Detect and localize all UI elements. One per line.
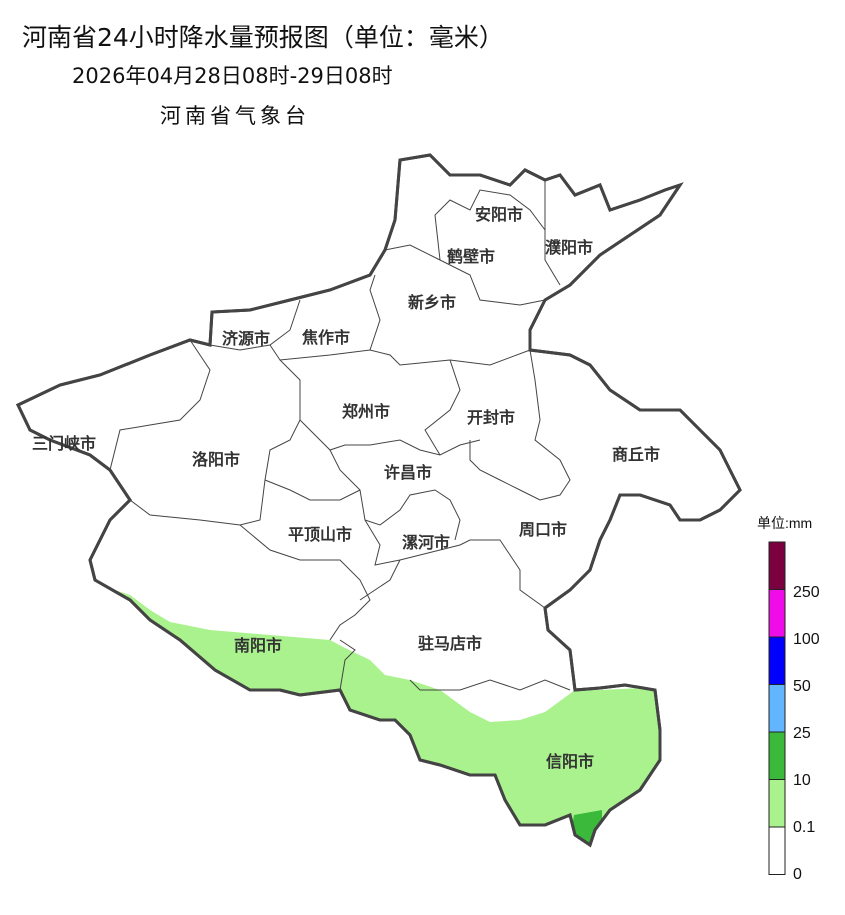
city-hebi: 鹤壁市 [447, 247, 495, 266]
city-luoyang: 洛阳市 [192, 450, 240, 469]
city-boundaries [109, 180, 571, 691]
forecast-period: 2026年04月28日08时-29日08时 [72, 64, 393, 88]
city-puyang: 濮阳市 [545, 238, 593, 257]
legend-label-0: 0 [793, 866, 802, 883]
legend-label-100: 100 [793, 631, 820, 648]
city-zhoukou: 周口市 [519, 520, 567, 539]
map-title: 河南省24小时降水量预报图（单位：毫米） [22, 23, 504, 52]
legend-unit: 单位:mm [757, 515, 812, 531]
city-luohe: 漯河市 [402, 533, 450, 552]
legend-swatch-10 [768, 731, 786, 780]
legend-label-10: 10 [793, 772, 811, 789]
city-xuchang: 许昌市 [384, 463, 432, 482]
city-xinxiang: 新乡市 [408, 293, 456, 312]
legend-swatch-250 [768, 541, 786, 590]
rain-area-0.1-10 [80, 578, 700, 845]
legend-swatch-0.1 [768, 779, 786, 828]
legend-swatch-25 [768, 684, 786, 733]
legend-swatch-0 [768, 826, 786, 875]
city-anyang: 安阳市 [475, 205, 523, 224]
city-pingdingshan: 平顶山市 [288, 525, 352, 544]
legend-label-50: 50 [793, 678, 811, 695]
legend-label-25: 25 [793, 725, 811, 742]
city-shangqiu: 商丘市 [612, 445, 660, 464]
city-jiaozuo: 焦作市 [301, 328, 350, 347]
legend-label-250: 250 [793, 584, 820, 601]
legend-swatch-50 [768, 636, 786, 685]
legend: 单位:mm 250 100 50 25 10 0.1 0 [757, 515, 820, 883]
legend-swatch-100 [768, 589, 786, 638]
legend-label-0.1: 0.1 [793, 819, 815, 836]
city-zhengzhou: 郑州市 [342, 402, 390, 421]
city-xinyang: 信阳市 [546, 752, 594, 771]
city-sanmenxia: 三门峡市 [32, 434, 96, 453]
city-kaifeng: 开封市 [467, 408, 515, 427]
city-zhumadian: 驻马店市 [418, 634, 482, 653]
issuer: 河南省气象台 [160, 104, 310, 128]
province-boundary [15, 153, 742, 848]
city-nanyang: 南阳市 [234, 636, 282, 655]
city-labels: 安阳市 鹤壁市 濮阳市 新乡市 济源市 焦作市 三门峡市 洛阳市 郑州市 开封市… [32, 205, 660, 771]
city-jiyuan: 济源市 [222, 329, 270, 348]
